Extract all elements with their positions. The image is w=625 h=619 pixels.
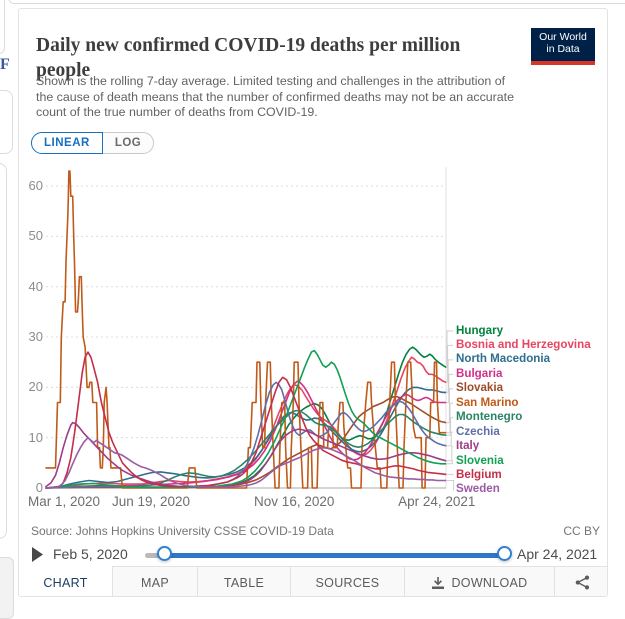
tab-map[interactable]: MAP: [112, 566, 197, 596]
y-axis-tick: 20: [28, 379, 43, 395]
page-fragment-left-1: [0, 0, 5, 54]
page-fragment-left-3: [0, 163, 7, 539]
y-axis-tick: 40: [28, 278, 43, 294]
x-axis-tick: Mar 1, 2020: [28, 494, 101, 509]
legend-item-sweden[interactable]: Sweden: [456, 482, 500, 496]
y-axis-tick: 50: [28, 228, 43, 244]
timeline-end-date: Apr 24, 2021: [517, 546, 598, 562]
legend-item-hungary[interactable]: Hungary: [456, 323, 504, 337]
chart-plot[interactable]: [19, 9, 608, 525]
tab-share[interactable]: [554, 566, 607, 596]
tab-table-label: TABLE: [223, 575, 265, 590]
grapher-card: Daily new confirmed COVID-19 deaths per …: [18, 8, 608, 597]
source-text: Source: Johns Hopkins University CSSE CO…: [31, 524, 334, 538]
log-button[interactable]: LOG: [101, 132, 155, 154]
share-icon: [575, 575, 589, 590]
scale-toggle: LINEAR LOG: [31, 132, 155, 154]
tab-sources-label: SOURCES: [315, 575, 380, 590]
page-fragment-left-2: [0, 90, 13, 154]
x-axis-tick: Jun 19, 2020: [111, 494, 191, 509]
tab-download-label: DOWNLOAD: [451, 575, 528, 590]
owid-logo-line1: Our World: [539, 31, 587, 43]
legend-item-north-macedonia[interactable]: North Macedonia: [456, 352, 551, 366]
legend-item-san-marino[interactable]: San Marino: [456, 395, 519, 409]
timeline-handle-end[interactable]: [497, 546, 512, 561]
chart-subtitle: Shown is the rolling 7-day average. Limi…: [36, 74, 515, 119]
x-axis-tick: Nov 16, 2020: [254, 494, 335, 509]
timeline: Feb 5, 2020 Apr 24, 2021: [19, 544, 607, 566]
owid-logo-line2: in Data: [546, 43, 580, 55]
tab-map-label: MAP: [141, 575, 169, 590]
legend-item-czechia[interactable]: Czechia: [456, 424, 500, 438]
y-axis-tick: 60: [28, 178, 43, 194]
legend-item-italy[interactable]: Italy: [456, 439, 480, 453]
legend-item-belgium[interactable]: Belgium: [456, 468, 502, 481]
y-axis-tick: 0: [35, 480, 43, 495]
tab-bar: CHART MAP TABLE SOURCES DOWNLOAD: [19, 566, 607, 596]
facebook-icon: F: [0, 56, 10, 73]
timeline-handle-start[interactable]: [157, 546, 172, 561]
y-axis-tick: 10: [28, 429, 43, 445]
timeline-start-date: Feb 5, 2020: [53, 546, 128, 562]
download-icon: [432, 576, 445, 589]
legend-item-slovenia[interactable]: Slovenia: [456, 453, 504, 467]
legend-item-slovakia[interactable]: Slovakia: [456, 381, 504, 395]
page-fragment-top: [8, 0, 625, 4]
play-icon[interactable]: [31, 547, 44, 562]
legend-item-montenegro[interactable]: Montenegro: [456, 410, 523, 424]
chart-area: Hungary Bosnia and Herzegovina North Maced…: [19, 157, 607, 525]
tab-chart[interactable]: CHART: [19, 566, 112, 596]
legend-item-bosnia-and-herzegovina[interactable]: Bosnia and Herzegovina: [456, 337, 591, 351]
tab-chart-label: CHART: [43, 575, 88, 590]
legend-item-bulgaria[interactable]: Bulgaria: [456, 366, 503, 380]
x-axis-tick: Apr 24, 2021: [398, 494, 476, 509]
timeline-track[interactable]: [164, 553, 505, 558]
license-link[interactable]: CC BY: [563, 524, 600, 538]
chart-title: Daily new confirmed COVID-19 deaths per …: [36, 35, 461, 82]
linear-button[interactable]: LINEAR: [31, 132, 103, 154]
tab-table[interactable]: TABLE: [197, 566, 290, 596]
tab-download[interactable]: DOWNLOAD: [404, 566, 554, 596]
tab-sources[interactable]: SOURCES: [290, 566, 404, 596]
page-fragment-left-4: [0, 557, 14, 619]
owid-logo[interactable]: Our World in Data: [531, 28, 595, 65]
y-axis-tick: 30: [28, 329, 43, 345]
